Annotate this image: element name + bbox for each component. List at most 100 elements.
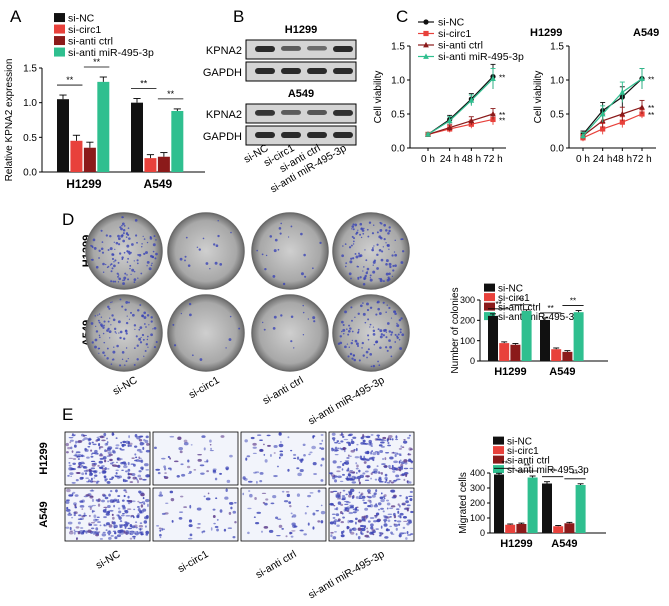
migration-cell: [87, 529, 92, 534]
colony-dot: [319, 241, 322, 245]
migration-cell: [232, 510, 237, 514]
migration-cell: [317, 520, 321, 523]
migration-cell: [113, 504, 116, 508]
panel-label-a: A: [10, 7, 22, 26]
blot-row-label: KPNA2: [206, 45, 242, 57]
migration-cell: [163, 467, 167, 471]
migration-cell: [242, 476, 246, 480]
migration-cell: [348, 511, 354, 515]
colony-dot: [155, 252, 158, 256]
migration-cell: [339, 510, 343, 515]
migration-cell: [393, 512, 396, 516]
colony-dot: [362, 282, 366, 286]
migration-cell: [302, 443, 306, 446]
colony-dot: [117, 281, 120, 283]
colony-dot: [388, 262, 392, 266]
colony-dot: [293, 347, 295, 349]
colony-dot: [394, 264, 397, 267]
colony-dot: [348, 246, 352, 249]
colony-dot: [126, 261, 129, 263]
colony-dot: [379, 228, 383, 232]
colony-dot: [102, 326, 105, 329]
colony-dot: [290, 340, 293, 343]
migration-cell: [249, 493, 253, 498]
panel-c-legend-label: si-NC: [438, 17, 465, 29]
migration-cell: [107, 446, 113, 450]
migration-cell: [406, 531, 409, 535]
migration-cell: [74, 506, 78, 509]
colony-dot: [121, 222, 125, 226]
migration-cell: [105, 513, 110, 516]
colony-dot: [385, 336, 388, 339]
migration-cell: [403, 459, 408, 463]
migration-cell: [304, 512, 307, 515]
migration-cell: [354, 456, 360, 459]
migration-cell: [169, 490, 174, 494]
colony-dot: [127, 357, 129, 360]
migration-cell: [108, 453, 113, 457]
migration-cell: [366, 527, 368, 530]
blot-band: [307, 68, 327, 74]
migration-cell: [87, 479, 91, 483]
migration-cell: [333, 448, 338, 452]
colony-dot: [300, 272, 304, 276]
colony-dot: [120, 227, 123, 231]
colony-dot: [129, 251, 132, 254]
migration-cell: [79, 530, 84, 534]
migration-cell: [376, 434, 380, 437]
colony-dot: [385, 272, 389, 276]
colony-dot: [385, 242, 387, 244]
colony-dot: [359, 276, 362, 279]
migration-cell: [253, 516, 256, 519]
migration-cell: [159, 536, 162, 539]
migration-cell: [122, 513, 125, 515]
colony-dot: [382, 246, 384, 248]
migration-cell: [268, 529, 274, 533]
migration-cell: [340, 503, 344, 507]
colony-dot: [105, 263, 107, 266]
migration-cell: [91, 462, 96, 465]
migration-cell: [395, 438, 399, 441]
migration-cell: [383, 497, 386, 500]
migration-cell: [383, 516, 389, 519]
panel-c-a549-y-tick-label: 1.0: [550, 76, 564, 87]
migration-cell: [290, 512, 293, 515]
migration-cell: [68, 462, 71, 464]
migration-cell: [407, 534, 412, 536]
colony-dot: [348, 346, 350, 348]
panel-e-y-tick-label: 0: [480, 528, 485, 538]
migration-cell: [199, 464, 205, 467]
blot-row-label: GAPDH: [203, 67, 242, 79]
migration-cell: [361, 495, 366, 499]
migration-cell: [363, 461, 367, 464]
migration-cell: [108, 533, 110, 536]
migration-cell: [278, 443, 284, 448]
migration-cell: [112, 521, 116, 525]
migration-cell: [145, 499, 150, 503]
panel-d-y-tick-label: 200: [460, 315, 475, 325]
migration-cell: [319, 447, 322, 450]
migration-cell: [375, 512, 380, 516]
colony-dot: [107, 305, 110, 309]
colony-dot: [105, 234, 108, 237]
panel-e-sig-label: **: [572, 470, 578, 479]
colony-dot: [398, 338, 401, 341]
migration-cell: [376, 465, 379, 467]
migration-cell: [270, 502, 275, 505]
migration-cell: [277, 518, 282, 520]
colony-dot: [312, 316, 316, 320]
colony-dot: [394, 333, 397, 336]
panel-c-legend-marker: [423, 19, 429, 25]
migration-cell: [128, 530, 131, 534]
colony-dot: [98, 352, 100, 355]
colony-dot: [94, 345, 97, 349]
migration-cell: [308, 453, 311, 456]
panel-e-y-tick-label: 300: [470, 483, 485, 493]
migration-cell: [380, 525, 383, 529]
migration-cell: [405, 473, 408, 477]
migration-cell: [409, 467, 414, 470]
colony-dot: [148, 324, 150, 326]
migration-cell: [339, 447, 342, 450]
migration-cell: [360, 441, 365, 445]
migration-cell: [111, 513, 114, 516]
